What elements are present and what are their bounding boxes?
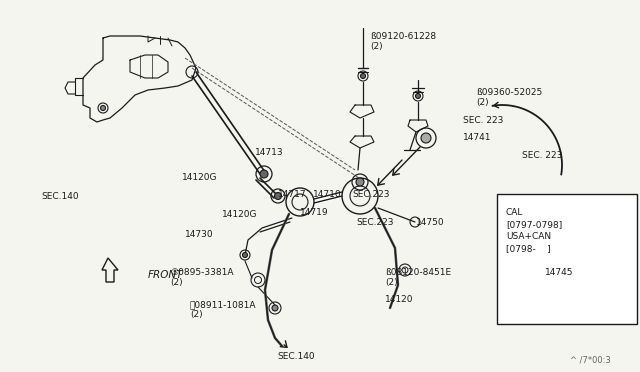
Circle shape bbox=[100, 106, 106, 110]
Circle shape bbox=[421, 133, 431, 143]
Text: 14120: 14120 bbox=[385, 295, 413, 304]
Text: SEC.223: SEC.223 bbox=[352, 190, 390, 199]
Text: ⑮08911-1081A
(2): ⑮08911-1081A (2) bbox=[190, 300, 257, 320]
Text: [0797-0798]: [0797-0798] bbox=[506, 220, 563, 229]
Text: SEC.140: SEC.140 bbox=[277, 352, 315, 361]
Circle shape bbox=[360, 74, 365, 78]
Circle shape bbox=[550, 295, 556, 301]
Text: [0798-    ]: [0798- ] bbox=[506, 244, 551, 253]
Text: 14120G: 14120G bbox=[182, 173, 218, 182]
Text: CAL: CAL bbox=[506, 208, 524, 217]
Circle shape bbox=[275, 192, 282, 199]
Bar bbox=[497, 194, 637, 324]
Text: 14713: 14713 bbox=[255, 148, 284, 157]
Circle shape bbox=[356, 178, 364, 186]
Text: SEC.140: SEC.140 bbox=[41, 192, 79, 201]
Circle shape bbox=[243, 253, 248, 257]
Text: SEC.223: SEC.223 bbox=[356, 218, 394, 227]
Text: 14730: 14730 bbox=[185, 230, 214, 239]
Text: SEC. 223: SEC. 223 bbox=[522, 151, 563, 160]
Circle shape bbox=[260, 170, 268, 178]
Text: ß09120-61228
(2): ß09120-61228 (2) bbox=[370, 32, 436, 51]
Text: 14120G: 14120G bbox=[222, 210, 257, 219]
Text: ß09360-52025
(2): ß09360-52025 (2) bbox=[476, 88, 542, 108]
Circle shape bbox=[415, 93, 420, 99]
Text: ⑤0895-3381A
(2): ⑤0895-3381A (2) bbox=[170, 268, 234, 288]
Text: USA+CAN: USA+CAN bbox=[506, 232, 551, 241]
Text: 14710: 14710 bbox=[313, 190, 342, 199]
Text: 14741: 14741 bbox=[463, 133, 492, 142]
Text: SEC. 223: SEC. 223 bbox=[463, 116, 504, 125]
Text: FRONT: FRONT bbox=[148, 270, 184, 280]
Circle shape bbox=[272, 305, 278, 311]
Text: 14745: 14745 bbox=[545, 268, 573, 277]
Text: ß08120-8451E
(2): ß08120-8451E (2) bbox=[385, 268, 451, 288]
Text: 14750: 14750 bbox=[416, 218, 445, 227]
Text: ^ /7*00:3: ^ /7*00:3 bbox=[570, 356, 611, 365]
Text: 14717: 14717 bbox=[278, 190, 307, 199]
Text: 14719: 14719 bbox=[300, 208, 328, 217]
